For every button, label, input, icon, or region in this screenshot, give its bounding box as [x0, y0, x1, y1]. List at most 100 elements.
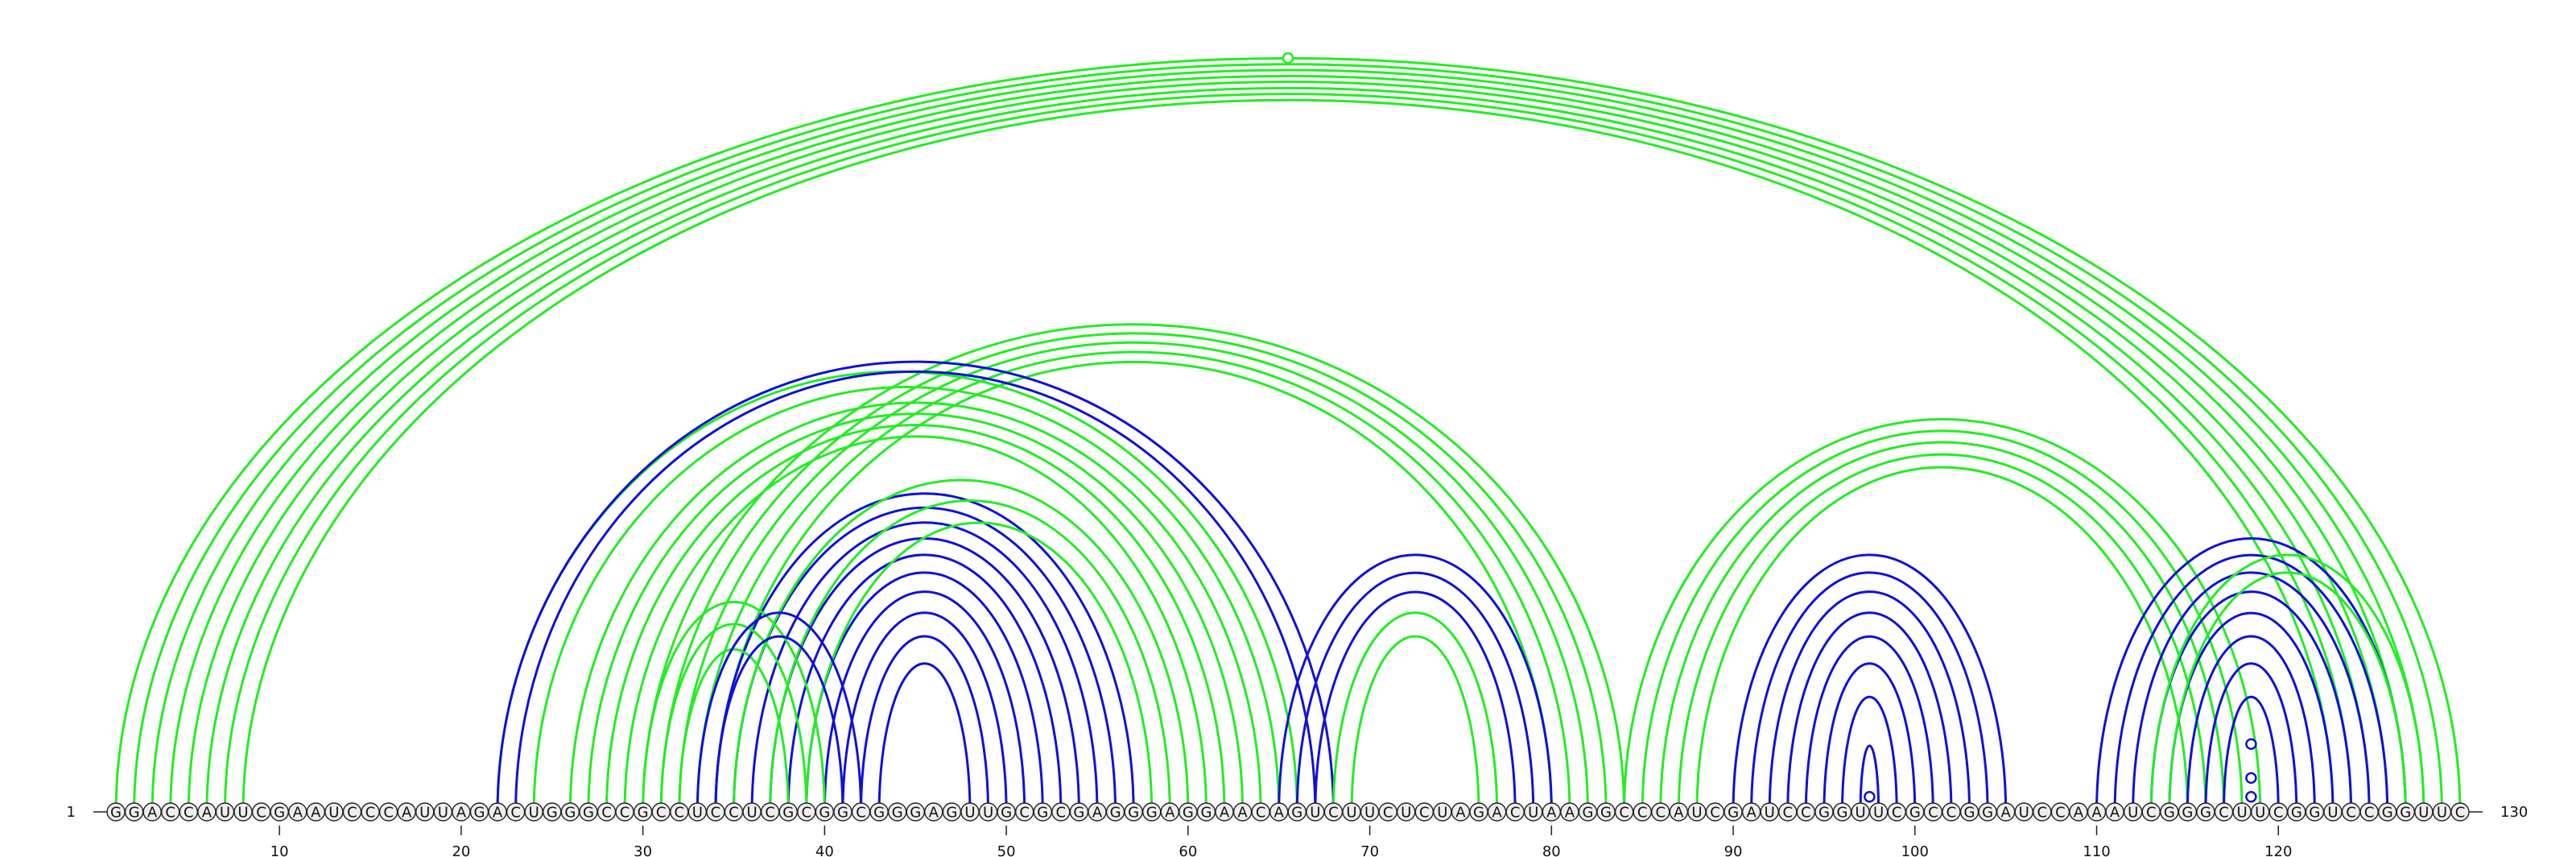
nucleotide-letter: A [1674, 805, 1684, 822]
base-pair-arc [642, 324, 1626, 813]
nucleotide-letter: C [1619, 805, 1629, 822]
nucleotide: A [1996, 802, 2016, 822]
nucleotide: G [2160, 802, 2179, 822]
nucleotide-letter: C [510, 805, 521, 822]
nucleotide-letter: U [1401, 805, 1411, 822]
nucleotide: U [687, 802, 708, 822]
nucleotide-letter: U [1346, 805, 1356, 822]
nucleotide: G [633, 802, 653, 822]
nucleotide-letter: G [274, 805, 285, 822]
nucleotide-letter: C [674, 805, 684, 822]
base-pair-arc [1823, 662, 1917, 813]
nucleotide: A [1560, 802, 1579, 822]
nucleotide: U [742, 802, 762, 822]
nucleotide-letter: C [729, 805, 739, 822]
nucleotide: U [433, 802, 453, 822]
base-pair-arc [714, 635, 844, 813]
nucleotide-letter: G [1600, 805, 1612, 822]
nucleotide: U [1397, 802, 1416, 822]
base-pair-arc [1768, 590, 1971, 813]
nucleotide-letter: G [473, 805, 485, 822]
nucleotide: C [797, 802, 816, 822]
nucleotide: C [342, 802, 362, 822]
nucleotide: A [1160, 802, 1179, 822]
nucleotide-letter: U [237, 805, 248, 822]
nucleotide: G [106, 802, 126, 822]
arc-marker [2245, 738, 2257, 751]
nucleotide-letter: C [165, 805, 175, 822]
nucleotide-letter: C [184, 805, 194, 822]
tick-label: 90 [1724, 843, 1743, 857]
nucleotide: C [724, 802, 744, 822]
nucleotide-letter: U [2418, 805, 2429, 822]
nucleotide-letter: C [1637, 805, 1648, 822]
base-pair-arc [169, 75, 2407, 813]
nucleotide: G [815, 802, 835, 822]
nucleotide: G [2196, 802, 2215, 822]
arc-marker [2245, 772, 2257, 785]
nucleotide: U [415, 802, 435, 822]
base-pair-arc [1641, 429, 2244, 813]
base-pair-arc [134, 64, 2442, 812]
nucleotide-letter: G [1073, 805, 1084, 822]
nucleotide-letter: G [1982, 805, 1993, 822]
nucleotide-letter: U [1873, 805, 1884, 822]
nucleotide-letter: C [1710, 805, 1720, 822]
sequence-start-label: 1 [67, 804, 76, 821]
nucleotide: U [215, 802, 235, 822]
nucleotide-letter: G [873, 805, 885, 822]
nucleotide: C [1051, 802, 1071, 822]
nucleotide: C [1251, 802, 1270, 822]
tick-label: 40 [815, 843, 834, 857]
nucleotide-letter: C [802, 805, 812, 822]
base-pair-arc [534, 387, 1279, 812]
nucleotide-letter: A [2000, 805, 2011, 822]
nucleotide-letter: G [1818, 805, 1830, 822]
base-pair-arc [2151, 555, 2424, 812]
nucleotide-letter: A [929, 805, 939, 822]
nucleotide-letter: C [2364, 805, 2375, 822]
nucleotide-letter: G [2164, 805, 2175, 822]
base-pair-arc [750, 521, 1099, 813]
nucleotide: G [124, 802, 144, 822]
nucleotide-letter: C [2455, 805, 2466, 822]
nucleotide-letter: A [1092, 805, 1103, 822]
nucleotide: C [851, 802, 871, 822]
nucleotide-letter: G [910, 805, 921, 822]
nucleotide: G [2378, 802, 2397, 822]
nucleotide-letter: U [746, 805, 757, 822]
nucleotide-letter: C [601, 805, 612, 822]
nucleotide-letter: C [620, 805, 630, 822]
base-pair-arc [568, 401, 1262, 813]
nucleotide-letter: U [328, 805, 339, 822]
base-pair-arc [1278, 553, 1553, 813]
nucleotide: G [1814, 802, 1834, 822]
base-pair-arc [823, 590, 1026, 813]
nucleotide: C [1378, 802, 1397, 822]
nucleotide: G [1105, 802, 1125, 822]
nucleotide-letter: C [2055, 805, 2066, 822]
nucleotide: A [2069, 802, 2088, 822]
nucleotide-letter: G [583, 805, 594, 822]
tick-label: 60 [1179, 843, 1197, 857]
nucleotide: A [288, 802, 308, 822]
base-pair-arc [1841, 696, 1898, 813]
nucleotide: C [2268, 802, 2288, 822]
base-pair-arc [1314, 590, 1517, 813]
nucleotide: A [142, 802, 162, 822]
nucleotide-letter: C [1383, 805, 1393, 822]
base-pair-arc [225, 94, 2351, 812]
nucleotide: A [1232, 802, 1253, 822]
nucleotide-letter: G [1200, 805, 1212, 822]
nucleotide-letter: G [782, 805, 794, 822]
nucleotide: C [615, 802, 634, 822]
nucleotide-letter: G [2200, 805, 2211, 822]
marker-layer [1282, 52, 2257, 803]
nucleotide-letter: C [765, 805, 775, 822]
nucleotide: G [1596, 802, 1616, 822]
nucleotide-letter: C [1655, 805, 1666, 822]
nucleotide: G [2178, 802, 2198, 822]
base-pair-arc [1352, 636, 1479, 812]
nucleotide: C [2450, 802, 2470, 822]
nucleotide: C [651, 802, 671, 822]
